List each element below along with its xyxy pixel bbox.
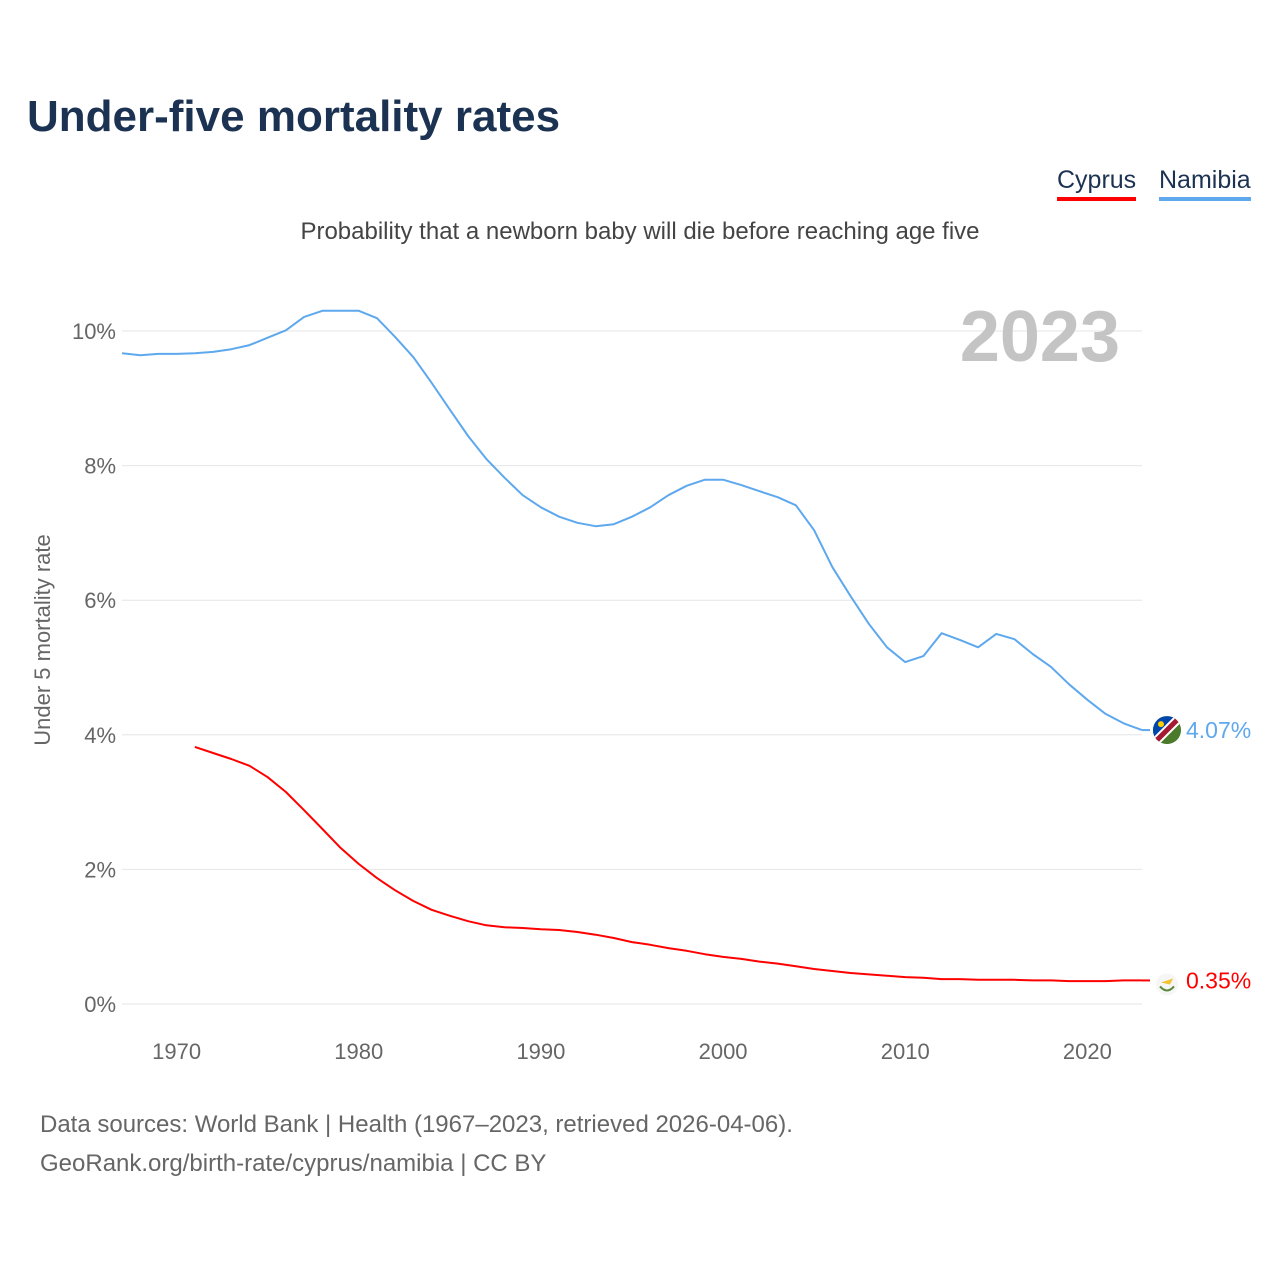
y-tick-label: 6%: [84, 588, 116, 613]
cyprus-flag-island: [1161, 978, 1173, 985]
x-tick-label: 1970: [152, 1039, 201, 1064]
x-tick-label: 1980: [334, 1039, 383, 1064]
legend-cyprus[interactable]: Cyprus: [1057, 166, 1137, 201]
y-tick-label: 2%: [84, 857, 116, 882]
x-tick-label: 1990: [516, 1039, 565, 1064]
footer: Data sources: World Bank | Health (1967–…: [40, 1105, 793, 1183]
footer-sources: Data sources: World Bank | Health (1967–…: [40, 1111, 793, 1138]
cyprus-flag-branches: [1159, 985, 1175, 992]
cyprus-flag-icon: [1156, 973, 1178, 996]
x-tick-label: 2010: [881, 1039, 930, 1064]
chart-area: 0% 2% 4% 6% 8% 10% 1970 1980 1990 2000 2010 2020 Und…: [30, 297, 1251, 1064]
chart-title: Under-five mortality rates: [27, 92, 561, 141]
x-tick-label: 2000: [699, 1039, 748, 1064]
y-tick-label: 10%: [72, 319, 116, 344]
series-line-cyprus: [194, 745, 1142, 983]
legend-namibia[interactable]: Namibia: [1159, 166, 1251, 201]
series-line-namibia: [121, 309, 1143, 732]
end-value-label-cyprus: 0.35%: [1186, 967, 1251, 993]
footer-link[interactable]: GeoRank.org/birth-rate/cyprus/namibia | …: [40, 1150, 547, 1177]
namibia-flag-icon: [1153, 716, 1181, 745]
y-tick-label: 4%: [84, 723, 116, 748]
y-tick-label: 8%: [84, 454, 116, 479]
chart-subtitle: Probability that a newborn baby will die…: [300, 218, 980, 245]
y-axis-label: Under 5 mortality rate: [30, 534, 55, 746]
end-value-label-namibia: 4.07%: [1186, 717, 1251, 743]
x-tick-label: 2020: [1063, 1039, 1112, 1064]
year-label: 2023: [960, 297, 1120, 377]
y-tick-label: 0%: [84, 992, 116, 1017]
